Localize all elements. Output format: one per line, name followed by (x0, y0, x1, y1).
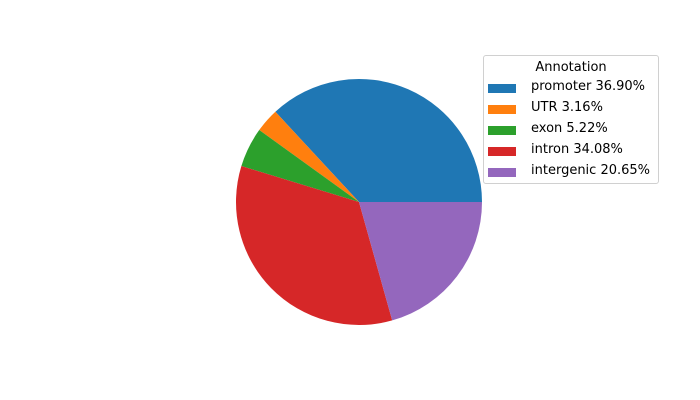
legend-patch (488, 105, 516, 114)
pie-slice-UTR (259, 111, 359, 202)
legend-label: UTR 3.16% (531, 100, 603, 115)
pie-slice-exon (241, 130, 359, 202)
legend-patch (488, 126, 516, 135)
legend-label: intergenic 20.65% (531, 163, 651, 178)
legend-patch (488, 84, 516, 93)
legend: Annotation promoter 36.90% UTR 3.16% exon … (483, 55, 659, 184)
legend-patch (488, 147, 516, 156)
legend-label: intron 34.08% (531, 142, 623, 157)
legend-patch (488, 168, 516, 177)
legend-label: promoter 36.90% (531, 79, 646, 94)
pie-slice-promoter (275, 79, 482, 202)
legend-label: exon 5.22% (531, 121, 608, 136)
pie-slice-intergenic (359, 202, 482, 321)
pie-slice-intron (236, 166, 393, 325)
legend-title: Annotation (535, 60, 607, 75)
